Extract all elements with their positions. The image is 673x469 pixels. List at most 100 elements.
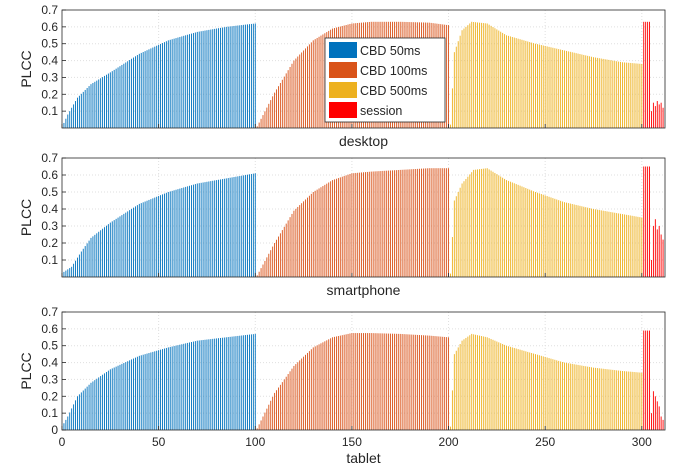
bar — [264, 111, 266, 128]
bar — [467, 176, 469, 277]
x-tick-label: 300 — [632, 435, 652, 449]
y-tick-label: 0.1 — [41, 104, 58, 118]
bar — [359, 333, 361, 430]
bar — [552, 47, 554, 129]
bar — [651, 260, 652, 277]
bar — [492, 27, 494, 129]
bar — [77, 257, 78, 277]
bar — [109, 222, 111, 277]
bar — [442, 336, 444, 430]
bar — [529, 189, 531, 277]
bar — [656, 229, 658, 277]
bar — [649, 166, 650, 277]
bar — [136, 356, 138, 430]
bar — [608, 369, 610, 430]
bar — [581, 206, 583, 277]
bar — [198, 183, 200, 277]
bar — [482, 168, 484, 277]
bar — [641, 63, 643, 128]
bar — [96, 233, 98, 277]
bar — [243, 175, 245, 277]
bar — [196, 31, 198, 128]
bar — [78, 95, 80, 128]
bar — [519, 185, 521, 277]
bar — [550, 358, 552, 430]
bar — [127, 211, 129, 277]
bar — [361, 172, 363, 277]
bar — [198, 31, 200, 128]
bar — [291, 213, 293, 277]
bar — [625, 214, 627, 277]
bar — [455, 350, 457, 430]
bar — [550, 197, 552, 277]
bar — [608, 211, 610, 277]
bar — [249, 334, 250, 430]
bar — [293, 210, 295, 277]
bar — [434, 168, 436, 277]
bar — [637, 216, 639, 277]
bar — [241, 175, 243, 277]
bar — [542, 45, 544, 129]
bar — [401, 169, 403, 277]
bar — [194, 184, 196, 277]
bar — [496, 174, 498, 277]
bar — [202, 30, 204, 128]
bar — [421, 335, 422, 430]
bar — [208, 29, 210, 128]
bar — [94, 380, 96, 430]
bar — [401, 334, 403, 430]
bar — [591, 367, 593, 430]
bar — [575, 53, 577, 128]
bar — [250, 334, 252, 430]
bar — [618, 61, 620, 128]
bar — [442, 168, 444, 277]
bar — [413, 334, 415, 430]
bar — [214, 338, 216, 430]
bar — [102, 77, 104, 128]
bar — [446, 337, 448, 430]
bar — [148, 353, 150, 430]
bar — [353, 173, 355, 277]
bar — [175, 189, 177, 277]
bar — [312, 192, 314, 277]
bar — [227, 26, 229, 129]
bar — [479, 335, 480, 430]
bar — [109, 369, 111, 430]
bar — [291, 368, 293, 430]
bar — [531, 190, 533, 277]
bar — [75, 400, 76, 430]
bar — [567, 363, 569, 430]
bar — [548, 46, 550, 128]
bar — [523, 350, 525, 430]
y-tick-label: 0.4 — [41, 202, 58, 216]
legend-swatch — [329, 42, 357, 58]
bar — [127, 61, 129, 128]
bar — [308, 351, 310, 430]
bar — [392, 333, 393, 430]
bar — [536, 44, 538, 128]
bar — [136, 205, 138, 277]
bar — [78, 254, 80, 277]
bar — [337, 336, 339, 430]
bar — [643, 21, 645, 128]
bar — [266, 107, 268, 128]
bar — [71, 408, 73, 430]
bar — [308, 44, 310, 128]
bar — [262, 416, 264, 430]
bar — [649, 21, 650, 128]
bar — [395, 333, 397, 430]
bar — [171, 39, 173, 128]
bar — [121, 363, 123, 430]
bar — [558, 360, 560, 430]
bar — [446, 168, 448, 277]
bar — [239, 25, 241, 129]
bar — [565, 362, 567, 430]
bar — [264, 412, 266, 430]
bar — [328, 182, 330, 277]
bar — [200, 340, 202, 430]
bar — [469, 335, 471, 430]
bar — [316, 345, 318, 430]
bar — [104, 75, 105, 128]
bar — [641, 217, 643, 277]
